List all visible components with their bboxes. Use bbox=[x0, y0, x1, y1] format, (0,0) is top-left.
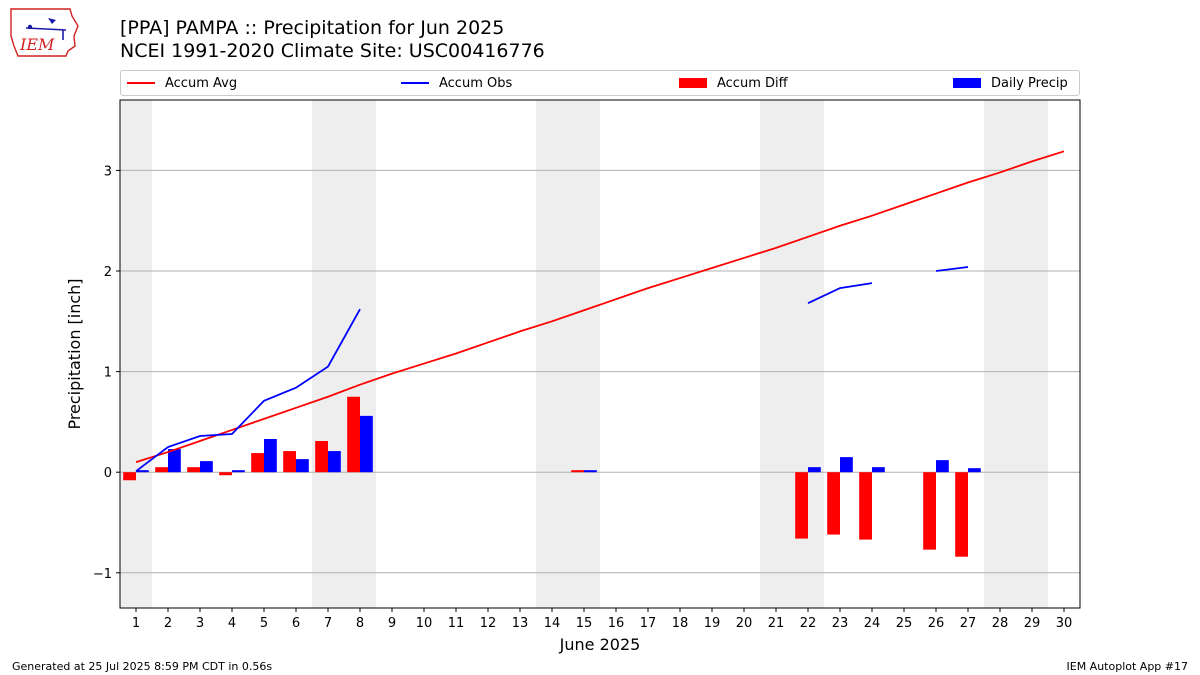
legend-label: Daily Precip bbox=[991, 75, 1068, 91]
accum-diff-bar bbox=[347, 396, 360, 473]
x-tick-label: 11 bbox=[448, 616, 465, 631]
x-tick-label: 13 bbox=[512, 616, 529, 631]
x-tick-label: 12 bbox=[480, 616, 497, 631]
chart-legend: Accum Avg Accum Obs Accum Diff Daily Pre… bbox=[120, 70, 1080, 96]
y-tick-label: 1 bbox=[104, 366, 112, 381]
legend-label: Accum Obs bbox=[439, 75, 513, 91]
legend-label: Accum Diff bbox=[717, 75, 788, 91]
x-tick-label: 10 bbox=[416, 616, 433, 631]
accum-diff-bar bbox=[219, 472, 232, 476]
accum-diff-bar bbox=[187, 467, 200, 473]
legend-item-accum-obs: Accum Obs bbox=[401, 71, 512, 95]
legend-swatch bbox=[401, 82, 429, 84]
x-tick-label: 18 bbox=[672, 616, 689, 631]
legend-item-accum-avg: Accum Avg bbox=[127, 71, 237, 95]
legend-item-daily-precip: Daily Precip bbox=[953, 71, 1068, 95]
daily-precip-bar bbox=[360, 415, 373, 473]
legend-label: Accum Avg bbox=[165, 75, 238, 91]
x-tick-label: 16 bbox=[608, 616, 625, 631]
y-tick-label: 0 bbox=[104, 466, 112, 481]
chart-subtitle: NCEI 1991-2020 Climate Site: USC00416776 bbox=[120, 40, 545, 62]
accum-avg-line bbox=[135, 150, 1065, 463]
accum-diff-bar bbox=[795, 472, 808, 539]
daily-precip-bar bbox=[584, 470, 597, 473]
generated-timestamp: Generated at 25 Jul 2025 8:59 PM CDT in … bbox=[12, 660, 273, 673]
accum-obs-line bbox=[807, 282, 873, 305]
daily-precip-bar bbox=[136, 470, 149, 473]
x-tick-label: 8 bbox=[356, 616, 364, 631]
weekend-band bbox=[312, 100, 376, 608]
accum-diff-bar bbox=[315, 441, 328, 473]
weekend-band bbox=[760, 100, 824, 608]
x-tick-label: 6 bbox=[292, 616, 300, 631]
daily-precip-bar bbox=[328, 451, 341, 473]
accum-obs-line bbox=[135, 308, 361, 472]
weekend-band bbox=[536, 100, 600, 608]
accum-diff-bar bbox=[123, 472, 136, 481]
accum-diff-bar bbox=[859, 472, 872, 540]
daily-precip-bar bbox=[936, 460, 949, 473]
daily-precip-bar bbox=[264, 439, 277, 473]
x-tick-label: 3 bbox=[196, 616, 204, 631]
daily-precip-bar bbox=[232, 470, 245, 473]
weekend-band bbox=[984, 100, 1048, 608]
x-tick-label: 1 bbox=[132, 616, 140, 631]
accum-diff-bar bbox=[283, 451, 296, 473]
x-tick-label: 25 bbox=[896, 616, 913, 631]
x-tick-label: 28 bbox=[992, 616, 1009, 631]
iem-logo-text: IEM bbox=[19, 35, 55, 54]
y-tick-label: −1 bbox=[93, 567, 112, 582]
daily-precip-bar bbox=[840, 457, 853, 473]
x-tick-label: 15 bbox=[576, 616, 593, 631]
iowa-state-outline bbox=[10, 8, 79, 57]
accum-diff-bar bbox=[827, 472, 840, 535]
x-tick-label: 22 bbox=[800, 616, 817, 631]
x-tick-label: 4 bbox=[228, 616, 236, 631]
accum-diff-bar bbox=[923, 472, 936, 550]
x-tick-label: 14 bbox=[544, 616, 561, 631]
accum-obs-line bbox=[935, 266, 969, 272]
accum-diff-bar bbox=[571, 470, 584, 473]
app-id-label: IEM Autoplot App #17 bbox=[1066, 660, 1189, 673]
chart-title: [PPA] PAMPA :: Precipitation for Jun 202… bbox=[120, 17, 505, 39]
x-tick-label: 30 bbox=[1056, 616, 1073, 631]
x-tick-label: 7 bbox=[324, 616, 332, 631]
x-tick-label: 29 bbox=[1024, 616, 1041, 631]
accum-diff-bar bbox=[955, 472, 968, 557]
legend-swatch bbox=[953, 78, 981, 88]
daily-precip-bar bbox=[872, 467, 885, 473]
x-tick-label: 17 bbox=[640, 616, 657, 631]
x-tick-label: 19 bbox=[704, 616, 721, 631]
x-tick-label: 9 bbox=[388, 616, 396, 631]
x-tick-label: 20 bbox=[736, 616, 753, 631]
y-tick-label: 2 bbox=[104, 265, 112, 280]
legend-swatch bbox=[679, 78, 707, 88]
daily-precip-bar bbox=[200, 461, 213, 473]
accum-diff-bar bbox=[155, 467, 168, 473]
y-axis-label: Precipitation [inch] bbox=[65, 278, 84, 429]
x-tick-label: 26 bbox=[928, 616, 945, 631]
plot-frame bbox=[119, 99, 1081, 609]
weekend-band bbox=[120, 100, 152, 608]
daily-precip-bar bbox=[968, 468, 981, 473]
iem-logo: IEM bbox=[10, 8, 79, 57]
x-tick-label: 21 bbox=[768, 616, 785, 631]
legend-item-accum-diff: Accum Diff bbox=[679, 71, 788, 95]
legend-swatch bbox=[127, 82, 155, 84]
x-tick-label: 5 bbox=[260, 616, 268, 631]
daily-precip-bar bbox=[168, 449, 181, 473]
x-axis-label: June 2025 bbox=[559, 635, 641, 654]
x-tick-label: 2 bbox=[164, 616, 172, 631]
daily-precip-bar bbox=[808, 467, 821, 473]
accum-diff-bar bbox=[251, 453, 264, 473]
x-tick-label: 23 bbox=[832, 616, 849, 631]
y-tick-label: 3 bbox=[104, 164, 112, 179]
x-tick-label: 24 bbox=[864, 616, 881, 631]
x-tick-label: 27 bbox=[960, 616, 977, 631]
daily-precip-bar bbox=[296, 459, 309, 473]
